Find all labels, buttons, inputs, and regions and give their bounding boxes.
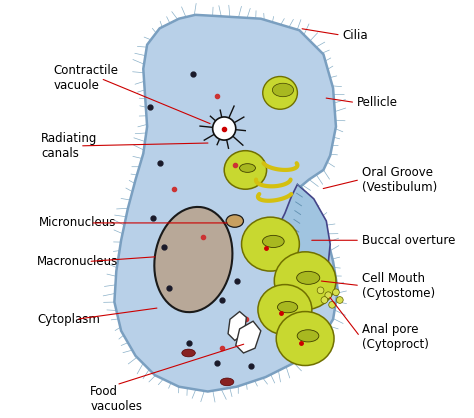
Ellipse shape xyxy=(239,164,255,172)
Ellipse shape xyxy=(297,330,319,342)
Text: Macronucleus: Macronucleus xyxy=(37,255,118,268)
Circle shape xyxy=(325,292,332,298)
Ellipse shape xyxy=(155,207,232,312)
Ellipse shape xyxy=(273,83,293,97)
Text: Cilia: Cilia xyxy=(343,28,368,41)
Ellipse shape xyxy=(263,235,284,247)
Polygon shape xyxy=(236,321,261,353)
Ellipse shape xyxy=(224,150,266,189)
Text: Cytoplasm: Cytoplasm xyxy=(37,313,100,326)
Ellipse shape xyxy=(297,271,320,284)
Ellipse shape xyxy=(263,76,297,109)
Text: Micronucleus: Micronucleus xyxy=(39,217,117,229)
Text: Radiating
canals: Radiating canals xyxy=(41,132,98,160)
Ellipse shape xyxy=(242,217,300,271)
Ellipse shape xyxy=(182,349,195,357)
Text: Contractile
vacuole: Contractile vacuole xyxy=(54,64,118,92)
Circle shape xyxy=(337,297,343,303)
Text: Anal pore
(Cytoproct): Anal pore (Cytoproct) xyxy=(362,323,429,351)
Text: Pellicle: Pellicle xyxy=(357,96,398,109)
Text: Oral Groove
(Vestibulum): Oral Groove (Vestibulum) xyxy=(362,166,437,194)
Ellipse shape xyxy=(277,301,298,313)
Polygon shape xyxy=(228,311,246,341)
Circle shape xyxy=(213,117,236,140)
Ellipse shape xyxy=(274,252,336,310)
Ellipse shape xyxy=(220,378,234,386)
Text: Food
vacuoles: Food vacuoles xyxy=(91,385,142,413)
Polygon shape xyxy=(271,184,330,283)
Polygon shape xyxy=(114,15,338,392)
Circle shape xyxy=(333,289,339,296)
Ellipse shape xyxy=(276,311,334,365)
Circle shape xyxy=(329,301,336,308)
Ellipse shape xyxy=(226,215,244,227)
Circle shape xyxy=(321,297,328,303)
Circle shape xyxy=(317,287,324,294)
Text: Cell Mouth
(Cytostome): Cell Mouth (Cytostome) xyxy=(362,272,435,300)
Text: Buccal overture: Buccal overture xyxy=(362,234,456,247)
Ellipse shape xyxy=(258,285,312,335)
